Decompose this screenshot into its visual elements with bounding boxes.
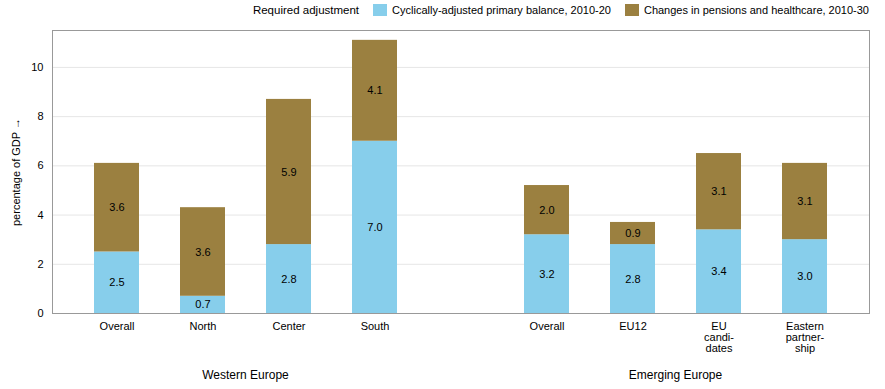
svg-text:South: South — [361, 320, 390, 332]
svg-text:3.1: 3.1 — [711, 185, 726, 197]
svg-text:3.1: 3.1 — [797, 195, 812, 207]
svg-text:EU12: EU12 — [619, 320, 647, 332]
svg-text:EUcandi-dates: EUcandi-dates — [704, 320, 734, 354]
svg-text:8: 8 — [37, 110, 43, 122]
svg-text:3.0: 3.0 — [797, 270, 812, 282]
svg-text:3.6: 3.6 — [109, 201, 124, 213]
svg-text:Center: Center — [272, 320, 305, 332]
svg-text:4.1: 4.1 — [367, 84, 382, 96]
svg-text:6: 6 — [37, 159, 43, 171]
svg-text:3.2: 3.2 — [539, 268, 554, 280]
svg-text:2.5: 2.5 — [109, 276, 124, 288]
svg-text:5.9: 5.9 — [281, 166, 296, 178]
svg-text:3.4: 3.4 — [711, 265, 726, 277]
svg-text:3.6: 3.6 — [195, 245, 210, 257]
svg-text:0.9: 0.9 — [625, 227, 640, 239]
html-text:Cyclically-adjusted primary ba: Cyclically-adjusted primary balance, 201… — [392, 4, 611, 16]
svg-text:4: 4 — [37, 209, 43, 221]
svg-text:7.0: 7.0 — [367, 221, 382, 233]
svg-text:2: 2 — [37, 258, 43, 270]
svg-text:2.8: 2.8 — [281, 273, 296, 285]
html-text:Required adjustment: Required adjustment — [252, 4, 359, 16]
svg-text:2.0: 2.0 — [539, 204, 554, 216]
svg-text:0.7: 0.7 — [195, 298, 210, 310]
html-text:Changes in pensions and health: Changes in pensions and healthcare, 2010… — [643, 4, 869, 16]
svg-text:percentage of GDP →: percentage of GDP → — [10, 118, 22, 226]
svg-text:0: 0 — [37, 307, 43, 319]
svg-text:North: North — [190, 320, 217, 332]
svg-text:2.8: 2.8 — [625, 273, 640, 285]
svg-text:10: 10 — [31, 61, 43, 73]
svg-text:Emerging Europe: Emerging Europe — [629, 368, 723, 382]
svg-text:Overall: Overall — [100, 320, 135, 332]
svg-text:Western Europe: Western Europe — [202, 368, 289, 382]
svg-text:Easternpartner-ship: Easternpartner-ship — [786, 320, 825, 354]
svg-text:Overall: Overall — [530, 320, 565, 332]
